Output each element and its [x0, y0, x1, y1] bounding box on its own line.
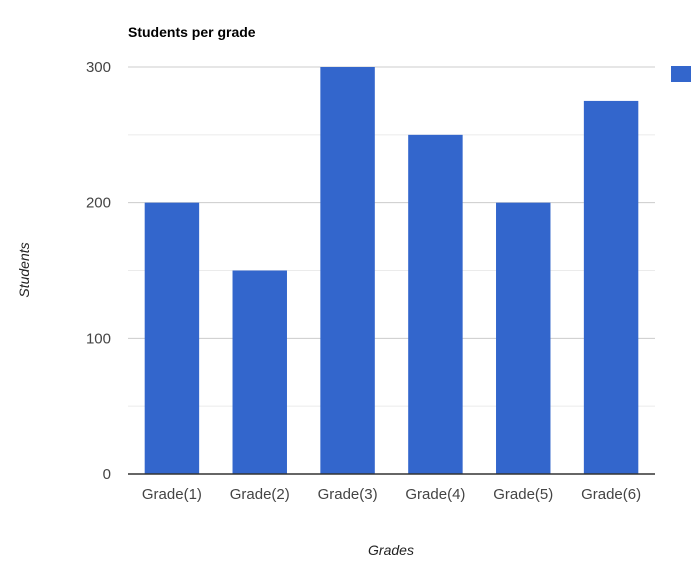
bar [144, 202, 200, 474]
x-tick-labels: Grade(1) Grade(2) Grade(3) Grade(4) Grade(5)… [142, 486, 641, 503]
x-tick-label: Grade(3) [318, 486, 378, 503]
bars [144, 67, 639, 475]
gridlines [128, 66, 655, 407]
legend [671, 66, 691, 82]
legend-swatch [671, 66, 691, 82]
y-axis-title: Students [16, 242, 32, 297]
x-axis-title: Grades [368, 542, 414, 558]
y-tick-label: 100 [86, 330, 111, 347]
x-tick-label: Grade(1) [142, 486, 202, 503]
x-tick-label: Grade(2) [230, 486, 290, 503]
y-tick-label: 200 [86, 195, 111, 212]
chart-title: Students per grade [128, 24, 256, 40]
x-tick-label: Grade(4) [405, 486, 465, 503]
x-tick-label: Grade(6) [581, 486, 641, 503]
bar [583, 100, 639, 475]
bar [320, 67, 375, 474]
bar [232, 270, 287, 474]
bar [408, 134, 463, 475]
y-tick-labels: 0 100 200 300 [86, 59, 111, 483]
x-tick-label: Grade(5) [493, 486, 553, 503]
y-tick-label: 0 [103, 466, 111, 483]
bar [496, 202, 551, 474]
y-tick-label: 300 [86, 59, 111, 76]
